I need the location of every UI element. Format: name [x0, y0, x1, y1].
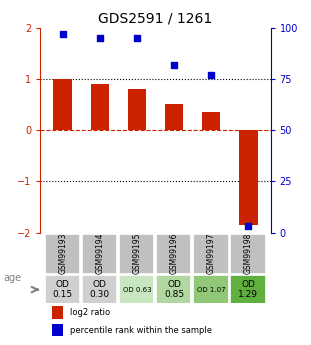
Text: GSM99194: GSM99194: [95, 233, 104, 275]
Text: GSM99196: GSM99196: [169, 233, 179, 275]
Text: OD 1.07: OD 1.07: [197, 287, 225, 293]
FancyBboxPatch shape: [45, 234, 79, 274]
Bar: [52, 306, 63, 319]
Text: GSM99197: GSM99197: [207, 233, 216, 275]
Bar: [202, 112, 220, 130]
FancyBboxPatch shape: [82, 234, 116, 274]
Text: OD
0.15: OD 0.15: [53, 280, 73, 299]
Text: GSM99193: GSM99193: [58, 233, 67, 275]
Bar: [128, 89, 146, 130]
FancyBboxPatch shape: [45, 275, 79, 303]
FancyBboxPatch shape: [119, 234, 153, 274]
Text: OD
0.85: OD 0.85: [164, 280, 184, 299]
Text: OD
0.30: OD 0.30: [90, 280, 110, 299]
FancyBboxPatch shape: [193, 275, 228, 303]
Point: [97, 35, 102, 41]
FancyBboxPatch shape: [230, 275, 265, 303]
Text: GSM99195: GSM99195: [132, 233, 142, 275]
Point: [60, 31, 65, 37]
FancyBboxPatch shape: [193, 234, 228, 274]
Text: log2 ratio: log2 ratio: [70, 308, 110, 317]
Point: [172, 62, 177, 67]
Text: OD
1.29: OD 1.29: [238, 280, 258, 299]
Point: [209, 72, 214, 78]
FancyBboxPatch shape: [119, 275, 153, 303]
FancyBboxPatch shape: [156, 275, 190, 303]
Point: [246, 224, 251, 229]
Text: age: age: [3, 273, 21, 283]
Text: OD 0.63: OD 0.63: [123, 287, 151, 293]
FancyBboxPatch shape: [230, 234, 265, 274]
Text: percentile rank within the sample: percentile rank within the sample: [70, 326, 212, 335]
Bar: [53, 79, 72, 130]
Point: [134, 35, 139, 41]
Title: GDS2591 / 1261: GDS2591 / 1261: [98, 11, 213, 25]
Bar: [239, 130, 258, 225]
Bar: [165, 105, 183, 130]
FancyBboxPatch shape: [82, 275, 116, 303]
FancyBboxPatch shape: [156, 234, 190, 274]
Bar: [52, 324, 63, 336]
Text: GSM99198: GSM99198: [244, 233, 253, 274]
Bar: [91, 84, 109, 130]
